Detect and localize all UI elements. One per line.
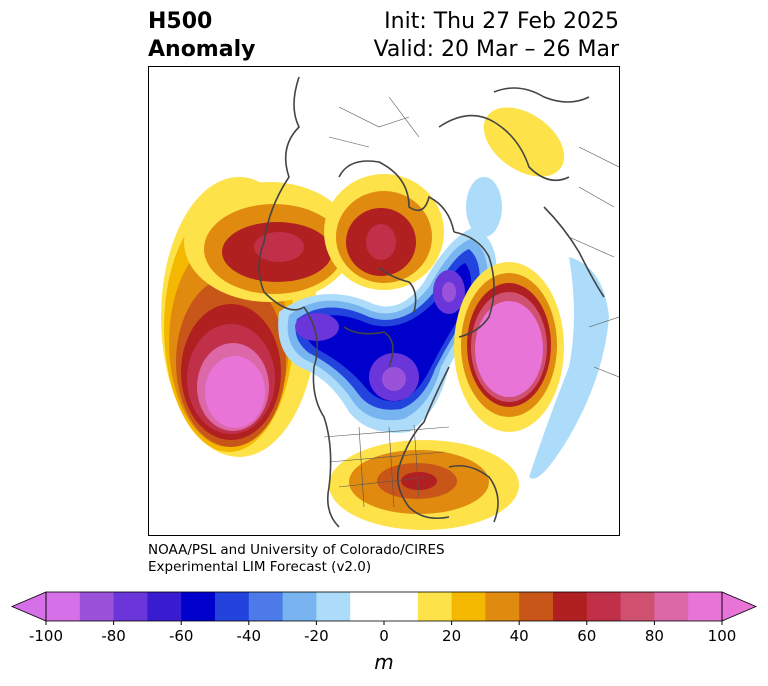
colorbar-tick-label: -20 [304, 627, 329, 645]
colorbar-cell [620, 592, 655, 621]
colorbar-cell [586, 592, 622, 621]
anomaly-gulf-positive [329, 440, 519, 530]
credit-line-2: Experimental LIM Forecast (v2.0) [148, 559, 372, 575]
colorbar-cell [350, 592, 385, 621]
anomaly-map [148, 66, 620, 536]
credit-line-1: NOAA/PSL and University of Colorado/CIRE… [148, 542, 445, 558]
colorbar-unit-label: m [374, 650, 394, 674]
colorbar-cell [384, 592, 419, 621]
colorbar-cell [282, 592, 317, 621]
colorbar-cell [688, 592, 723, 621]
colorbar: -100 -80 -60 -40 -20 0 20 40 60 80 100 [10, 591, 758, 645]
title-right: Init: Thu 27 Feb 2025 Valid: 20 Mar – 26… [374, 8, 619, 64]
valid-range: Valid: 20 Mar – 26 Mar [373, 37, 619, 62]
colorbar-tick-label: -80 [101, 627, 126, 645]
colorbar-min-arrow [10, 591, 47, 622]
colorbar-tick-label: 40 [510, 627, 529, 645]
title-type: Anomaly [148, 37, 256, 62]
colorbar-tick-label: 80 [645, 627, 664, 645]
colorbar-cell [654, 592, 689, 621]
init-date: Init: Thu 27 Feb 2025 [384, 9, 619, 34]
anomaly-europe-negative [466, 177, 609, 479]
colorbar-cell [113, 592, 148, 621]
borders [323, 96, 619, 508]
map-svg [161, 76, 619, 530]
colorbar-cell [519, 592, 554, 621]
colorbar-cell [215, 592, 250, 621]
anomaly-barents-positive [483, 107, 565, 177]
colorbar-cell [485, 592, 520, 621]
colorbar-cell [181, 592, 216, 621]
colorbar-cell [46, 592, 81, 621]
colorbar-cell [147, 592, 182, 621]
anomaly-alaska-positive [184, 182, 354, 302]
colorbar-tick-label: -40 [237, 627, 262, 645]
title-variable: H500 [148, 9, 213, 34]
colorbar-tick-label: 100 [708, 627, 737, 645]
colorbar-tick-label: -100 [29, 627, 63, 645]
colorbar-cell [451, 592, 486, 621]
title-left: H500 Anomaly [148, 8, 255, 64]
colorbar-cell [79, 592, 115, 621]
anomaly-canada-west-positive [324, 174, 444, 290]
colorbar-cell [553, 592, 588, 621]
colorbar-max-arrow [721, 591, 758, 622]
anomaly-atlantic-positive [454, 262, 564, 432]
colorbar-tick-label: -60 [169, 627, 194, 645]
colorbar-tick-label: 60 [577, 627, 596, 645]
colorbar-cell [417, 592, 453, 621]
colorbar-cell [316, 592, 351, 621]
colorbar-cells [46, 592, 723, 621]
colorbar-tick-label: 20 [442, 627, 461, 645]
coastlines [258, 76, 605, 528]
colorbar-tick-label: 0 [379, 627, 389, 645]
colorbar-cell [248, 592, 284, 621]
colorbar-ticks: -100 -80 -60 -40 -20 0 20 40 60 80 100 [29, 621, 736, 645]
credit: NOAA/PSL and University of Colorado/CIRE… [148, 542, 445, 576]
